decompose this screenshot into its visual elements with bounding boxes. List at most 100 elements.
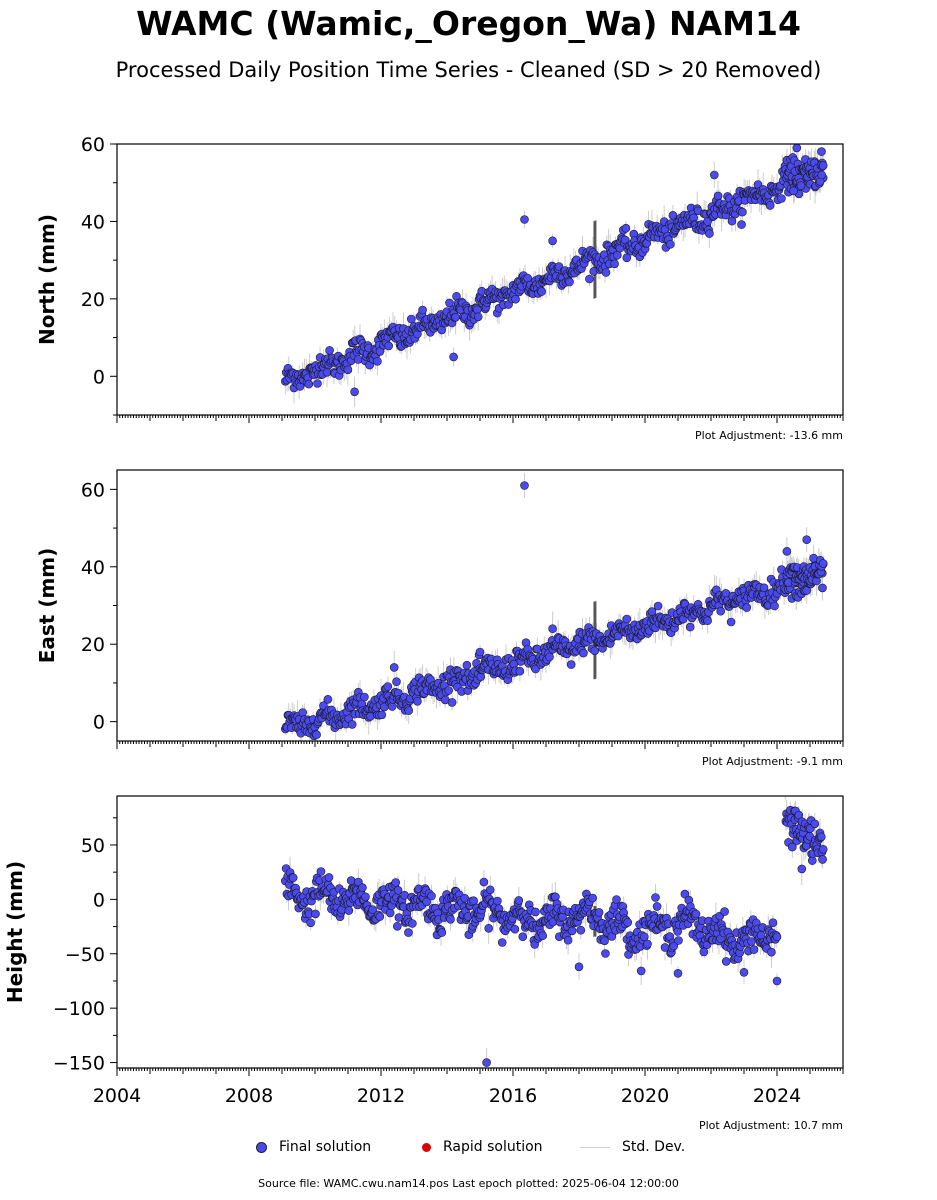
data-point	[545, 652, 554, 662]
data-point	[510, 924, 520, 934]
data-point	[384, 341, 394, 351]
data-point	[601, 268, 611, 277]
y-tick-label: 60	[81, 134, 105, 156]
data-point	[680, 889, 690, 899]
data-point	[473, 312, 483, 322]
legend: Final solution Rapid solution Std. Dev.	[0, 1136, 937, 1158]
data-point	[360, 692, 369, 702]
series-final-height	[280, 796, 828, 1068]
data-point	[548, 236, 557, 246]
data-point	[462, 660, 472, 670]
data-point	[770, 601, 779, 611]
legend-rapid-marker	[422, 1142, 431, 1152]
y-tick-label: 40	[81, 557, 105, 579]
data-point	[787, 842, 797, 852]
data-point	[444, 686, 454, 695]
data-point	[622, 614, 632, 624]
data-point	[818, 161, 828, 170]
data-point	[772, 976, 782, 986]
plot-adjustment-label: Plot Adjustment: 10.7 mm	[699, 1119, 843, 1132]
data-point	[669, 941, 679, 951]
data-point	[392, 677, 401, 687]
data-point	[703, 616, 712, 626]
data-point	[514, 896, 524, 905]
data-point	[594, 908, 604, 917]
data-point	[817, 170, 827, 180]
data-point	[449, 352, 458, 362]
data-point	[585, 274, 594, 284]
data-point	[665, 240, 675, 249]
data-point	[574, 962, 584, 972]
data-point	[520, 215, 529, 224]
y-tick-label: −100	[53, 998, 105, 1020]
data-point	[726, 617, 736, 627]
data-point	[493, 896, 502, 906]
legend-std-label: Std. Dev.	[622, 1139, 686, 1155]
data-point	[767, 947, 776, 957]
data-point	[437, 928, 447, 937]
x-tick-label: 2008	[225, 1085, 273, 1107]
data-point	[816, 832, 826, 842]
source-footer: Source file: WAMC.cwu.nam14.pos Last epo…	[258, 1177, 679, 1190]
panel-height: −150 −100 −50 0 50 Height (mm) Plot Adjustment…	[3, 795, 844, 1132]
data-point	[531, 907, 540, 917]
data-point	[818, 583, 827, 593]
data-point	[482, 1058, 491, 1067]
data-point	[623, 918, 633, 927]
data-point	[709, 170, 719, 180]
data-point	[389, 663, 399, 672]
data-point	[394, 913, 404, 922]
data-point	[612, 895, 621, 904]
x-tick-label: 2020	[621, 1085, 669, 1107]
data-point	[607, 932, 617, 941]
data-point	[674, 936, 683, 945]
data-point	[613, 631, 623, 641]
data-point	[346, 876, 356, 885]
data-point	[358, 883, 367, 892]
data-point	[447, 698, 457, 707]
data-point	[772, 932, 782, 942]
data-point	[518, 932, 528, 942]
y-tick-label: 0	[93, 712, 105, 734]
data-point	[383, 682, 393, 691]
y-tick-label: 0	[93, 366, 105, 388]
data-point	[653, 601, 663, 611]
data-point	[368, 905, 378, 915]
plot-adjustment-label: Plot Adjustment: -9.1 mm	[702, 755, 843, 768]
data-point	[610, 259, 619, 269]
data-point	[768, 918, 778, 928]
data-point	[392, 921, 402, 931]
data-point	[306, 918, 316, 928]
data-point	[323, 694, 333, 704]
data-point	[353, 355, 363, 364]
data-point	[343, 365, 353, 375]
legend-rapid-label: Rapid solution	[443, 1139, 543, 1155]
data-point	[797, 864, 807, 874]
data-point	[685, 622, 695, 632]
data-point	[691, 909, 701, 919]
data-point	[413, 696, 422, 706]
data-point	[749, 945, 759, 954]
data-point	[579, 648, 588, 658]
data-point	[742, 603, 752, 612]
plot-frame	[116, 143, 844, 416]
data-point	[515, 666, 525, 676]
data-point	[737, 220, 746, 229]
data-point	[639, 932, 649, 942]
data-point	[361, 892, 370, 902]
data-point	[807, 856, 817, 865]
data-point	[738, 207, 747, 217]
data-point	[588, 893, 598, 903]
legend-std-marker	[580, 1146, 610, 1148]
data-point	[796, 181, 806, 190]
data-point	[567, 926, 577, 936]
data-point	[479, 877, 489, 887]
y-axis-label: East (mm)	[35, 548, 59, 664]
data-point	[400, 890, 409, 900]
data-point	[451, 312, 460, 322]
data-point	[475, 647, 485, 657]
data-point	[445, 298, 454, 308]
data-point	[576, 925, 586, 935]
series-final-east	[280, 473, 828, 741]
y-tick-label: 20	[81, 634, 105, 656]
